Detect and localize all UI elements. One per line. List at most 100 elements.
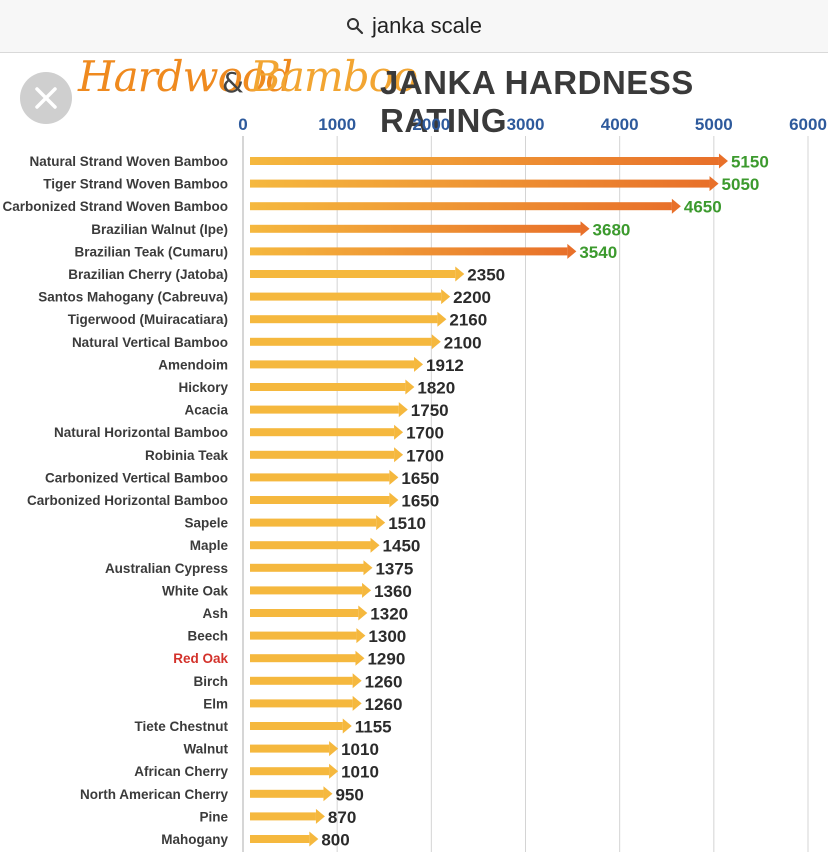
category-label: African Cherry <box>134 764 228 779</box>
category-label: White Oak <box>162 583 229 598</box>
bar <box>250 270 456 278</box>
bar-arrowhead <box>362 582 372 598</box>
bar-arrowhead <box>389 492 399 508</box>
category-label: Pine <box>199 809 228 824</box>
brand-logo-ampersand: & <box>222 66 244 99</box>
bar <box>250 541 371 550</box>
category-label: Tiete Chestnut <box>134 719 228 734</box>
category-label: Tiger Strand Woven Bamboo <box>43 177 228 192</box>
bar-arrowhead <box>363 560 373 576</box>
value-label: 3540 <box>579 243 617 262</box>
category-label: Santos Mahogany (Cabreuva) <box>38 290 228 305</box>
value-label: 1450 <box>383 537 421 556</box>
value-label: 5150 <box>731 153 769 172</box>
bar-arrowhead <box>323 786 333 802</box>
value-label: 2350 <box>467 266 505 285</box>
category-label: Mahogany <box>161 832 228 847</box>
search-bar[interactable]: janka scale <box>0 0 828 53</box>
search-icon <box>346 18 364 35</box>
bar <box>250 337 432 346</box>
value-label: 1650 <box>401 469 439 488</box>
bar-arrowhead <box>376 515 386 531</box>
category-label: Amendoim <box>158 357 228 372</box>
bar-arrowhead <box>356 628 366 644</box>
value-label: 1750 <box>411 401 449 420</box>
x-tick-label: 6000 <box>789 115 827 134</box>
value-label: 1260 <box>365 672 403 691</box>
category-label: Robinia Teak <box>145 448 229 463</box>
search-field[interactable]: janka scale <box>346 13 482 39</box>
category-label: Acacia <box>184 403 228 418</box>
value-label: 800 <box>321 831 349 850</box>
category-label: Tigerwood (Muiracatiara) <box>68 312 228 327</box>
value-label: 2200 <box>453 288 491 307</box>
category-label: Red Oak <box>173 651 228 666</box>
x-tick-label: 0 <box>238 115 247 134</box>
bar <box>250 360 415 369</box>
x-tick-label: 2000 <box>412 115 450 134</box>
category-label: Australian Cypress <box>105 561 228 576</box>
value-label: 5050 <box>722 175 760 194</box>
brand-logo-hardwood: Hardwood <box>78 52 293 101</box>
value-label: 1360 <box>374 582 412 601</box>
bar <box>250 224 581 233</box>
bar <box>250 292 442 301</box>
bar-arrowhead <box>394 447 404 463</box>
value-label: 950 <box>335 785 363 804</box>
bar <box>250 157 719 165</box>
bar-arrowhead <box>315 808 325 824</box>
category-label: Brazilian Walnut (Ipe) <box>91 222 228 237</box>
bar <box>250 609 359 617</box>
x-tick-label: 4000 <box>601 115 639 134</box>
bar-arrowhead <box>455 266 465 282</box>
bar-arrowhead <box>358 605 368 621</box>
bar <box>250 202 672 211</box>
value-label: 1510 <box>388 514 426 533</box>
bar <box>250 699 353 708</box>
bar <box>250 563 364 572</box>
category-label: Sapele <box>184 516 228 531</box>
label-layer: 0 1000 2000 3000 4000 5000 6000 Natural Strand … <box>2 115 826 850</box>
category-label: Birch <box>193 674 228 689</box>
close-icon <box>35 87 57 109</box>
bar-arrowhead <box>398 402 408 418</box>
value-label: 2160 <box>449 311 487 330</box>
bar <box>250 518 377 527</box>
bar-arrowhead <box>329 741 339 757</box>
category-label: Carbonized Vertical Bamboo <box>45 470 228 485</box>
value-label: 1320 <box>370 605 408 624</box>
bar-arrowhead <box>329 763 339 779</box>
bar <box>250 405 399 414</box>
bar <box>250 722 343 730</box>
value-label: 1375 <box>375 559 413 578</box>
category-label: Brazilian Teak (Cumaru) <box>74 244 228 259</box>
bar-arrowhead <box>567 243 577 259</box>
bar-arrowhead <box>437 311 447 327</box>
bar-arrowhead <box>709 176 719 192</box>
bar <box>250 767 330 776</box>
chart-title: JANKA HARDNESS RATING <box>380 64 694 139</box>
category-label: Carbonized Horizontal Bamboo <box>27 493 228 508</box>
category-label: Beech <box>187 629 228 644</box>
bar-arrowhead <box>414 356 424 372</box>
category-label: Ash <box>202 606 228 621</box>
value-label: 1700 <box>406 424 444 443</box>
bar-arrowhead <box>389 469 399 485</box>
bar <box>250 428 395 437</box>
value-label: 4650 <box>684 198 722 217</box>
bar-arrowhead <box>718 153 728 169</box>
bar <box>250 247 568 256</box>
value-label: 1010 <box>341 763 379 782</box>
bar <box>250 473 390 482</box>
x-tick-label: 1000 <box>318 115 356 134</box>
bar-arrowhead <box>405 379 415 395</box>
value-label: 1010 <box>341 740 379 759</box>
bar-arrowhead <box>394 424 404 440</box>
search-query: janka scale <box>371 13 483 38</box>
bar-layer <box>250 153 728 847</box>
bar-arrowhead <box>352 673 362 689</box>
bar-arrowhead <box>441 289 451 305</box>
x-tick-label: 3000 <box>507 115 545 134</box>
close-button[interactable] <box>20 72 72 124</box>
